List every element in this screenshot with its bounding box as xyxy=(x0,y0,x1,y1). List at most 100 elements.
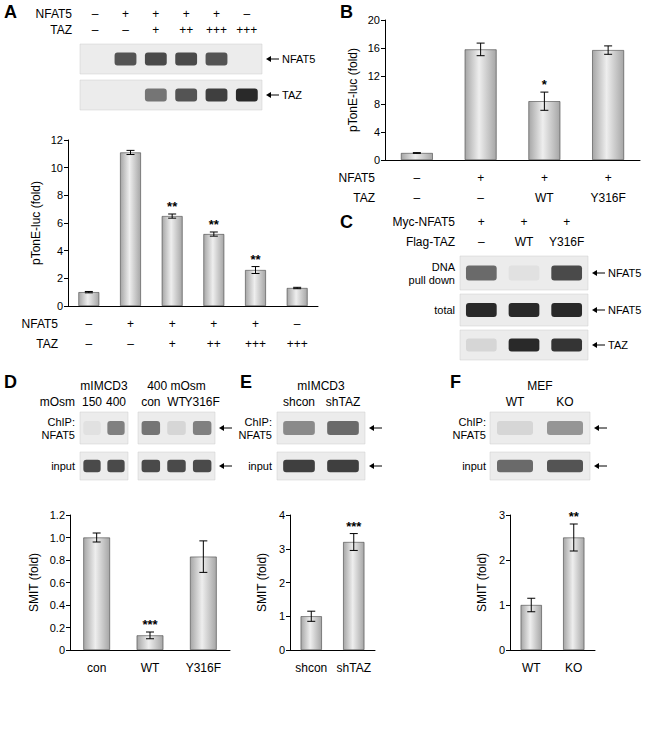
svg-text:–: – xyxy=(478,235,485,249)
svg-text:2: 2 xyxy=(279,577,285,589)
svg-text:0.2: 0.2 xyxy=(50,622,65,634)
svg-text:+: + xyxy=(477,171,484,185)
svg-text:0: 0 xyxy=(499,644,505,656)
svg-text:0: 0 xyxy=(59,644,65,656)
svg-text:pTonE-luc (fold): pTonE-luc (fold) xyxy=(29,181,43,265)
svg-text:+: + xyxy=(541,171,548,185)
svg-text:TAZ: TAZ xyxy=(353,191,375,205)
svg-text:+: + xyxy=(183,7,190,21)
svg-text:shcon: shcon xyxy=(283,395,315,409)
svg-text:shcon: shcon xyxy=(295,661,327,675)
svg-text:+: + xyxy=(252,317,259,331)
svg-text:NFAT5: NFAT5 xyxy=(282,53,315,65)
svg-text:ChIP:: ChIP: xyxy=(244,416,272,428)
svg-text:+: + xyxy=(478,215,485,229)
svg-text:Y316F: Y316F xyxy=(590,191,625,205)
svg-text:total: total xyxy=(434,304,455,316)
svg-text:8: 8 xyxy=(374,98,380,110)
svg-text:+: + xyxy=(152,7,159,21)
svg-text:**: ** xyxy=(209,217,220,232)
svg-text:NFAT5: NFAT5 xyxy=(608,267,641,279)
svg-text:–: – xyxy=(85,337,92,351)
svg-text:KO: KO xyxy=(565,661,582,675)
svg-text:WT: WT xyxy=(141,661,160,675)
svg-text:–: – xyxy=(122,23,129,37)
svg-text:SMIT (fold): SMIT (fold) xyxy=(27,553,41,612)
svg-text:+: + xyxy=(563,215,570,229)
svg-text:–: – xyxy=(127,337,134,351)
svg-text:NFAT5: NFAT5 xyxy=(22,317,59,331)
svg-text:**: ** xyxy=(167,199,178,214)
svg-text:+++: +++ xyxy=(245,337,266,351)
svg-text:NFAT5: NFAT5 xyxy=(453,429,486,441)
svg-text:SMIT (fold): SMIT (fold) xyxy=(255,553,269,612)
svg-text:4: 4 xyxy=(374,126,380,138)
svg-text:Y316F: Y316F xyxy=(549,235,584,249)
svg-text:NFAT5: NFAT5 xyxy=(608,304,641,316)
svg-text:TAZ: TAZ xyxy=(282,89,302,101)
svg-text:Flag-TAZ: Flag-TAZ xyxy=(406,235,455,249)
svg-text:0.4: 0.4 xyxy=(50,599,65,611)
svg-text:+: + xyxy=(152,23,159,37)
svg-text:shTAZ: shTAZ xyxy=(326,395,360,409)
svg-text:0: 0 xyxy=(374,154,380,166)
svg-text:NFAT5: NFAT5 xyxy=(36,7,73,21)
svg-text:2: 2 xyxy=(57,272,63,284)
svg-text:20: 20 xyxy=(368,14,380,26)
svg-text:D: D xyxy=(4,372,17,392)
svg-text:con: con xyxy=(87,661,106,675)
svg-text:KO: KO xyxy=(556,395,573,409)
svg-text:400 mOsm: 400 mOsm xyxy=(147,379,206,393)
svg-text:+: + xyxy=(213,7,220,21)
svg-text:WT: WT xyxy=(515,235,534,249)
svg-text:input: input xyxy=(248,460,272,472)
svg-text:0: 0 xyxy=(57,300,63,312)
svg-text:+++: +++ xyxy=(206,23,227,37)
svg-text:3: 3 xyxy=(499,509,505,521)
svg-text:ChIP:: ChIP: xyxy=(458,416,486,428)
svg-text:16: 16 xyxy=(368,42,380,54)
svg-text:TAZ: TAZ xyxy=(50,23,72,37)
svg-text:C: C xyxy=(340,212,353,232)
svg-text:B: B xyxy=(340,2,353,22)
svg-text:***: *** xyxy=(346,519,362,534)
svg-text:E: E xyxy=(240,372,252,392)
svg-text:0.6: 0.6 xyxy=(50,577,65,589)
svg-text:++: ++ xyxy=(207,337,221,351)
svg-text:–: – xyxy=(85,317,92,331)
svg-text:mIMCD3: mIMCD3 xyxy=(297,379,345,393)
svg-text:0.8: 0.8 xyxy=(50,554,65,566)
svg-text:1.2: 1.2 xyxy=(50,509,65,521)
svg-text:SMIT (fold): SMIT (fold) xyxy=(475,553,489,612)
svg-text:pull down: pull down xyxy=(409,274,455,286)
svg-text:Y316F: Y316F xyxy=(184,395,219,409)
svg-text:+++: +++ xyxy=(236,23,257,37)
svg-text:+: + xyxy=(122,7,129,21)
svg-text:+: + xyxy=(169,337,176,351)
svg-text:4: 4 xyxy=(57,245,63,257)
svg-text:Y316F: Y316F xyxy=(186,661,221,675)
svg-text:8: 8 xyxy=(57,189,63,201)
svg-text:+: + xyxy=(169,317,176,331)
svg-text:mOsm: mOsm xyxy=(40,395,75,409)
svg-text:1: 1 xyxy=(279,610,285,622)
svg-text:DNA: DNA xyxy=(432,261,456,273)
svg-text:1: 1 xyxy=(499,599,505,611)
svg-text:400: 400 xyxy=(106,395,126,409)
svg-text:NFAT5: NFAT5 xyxy=(42,429,75,441)
svg-text:–: – xyxy=(294,317,301,331)
svg-text:shTAZ: shTAZ xyxy=(337,661,371,675)
svg-text:**: ** xyxy=(250,252,261,267)
svg-text:10: 10 xyxy=(51,162,63,174)
svg-text:3: 3 xyxy=(279,543,285,555)
svg-text:0: 0 xyxy=(279,644,285,656)
svg-text:TAZ: TAZ xyxy=(36,337,58,351)
svg-text:+++: +++ xyxy=(287,337,308,351)
svg-text:*: * xyxy=(542,77,548,92)
svg-text:MEF: MEF xyxy=(527,379,552,393)
svg-text:1.0: 1.0 xyxy=(50,532,65,544)
svg-text:NFAT5: NFAT5 xyxy=(339,171,376,185)
svg-text:WT: WT xyxy=(506,395,525,409)
svg-text:mIMCD3: mIMCD3 xyxy=(80,379,128,393)
svg-text:WT: WT xyxy=(522,661,541,675)
